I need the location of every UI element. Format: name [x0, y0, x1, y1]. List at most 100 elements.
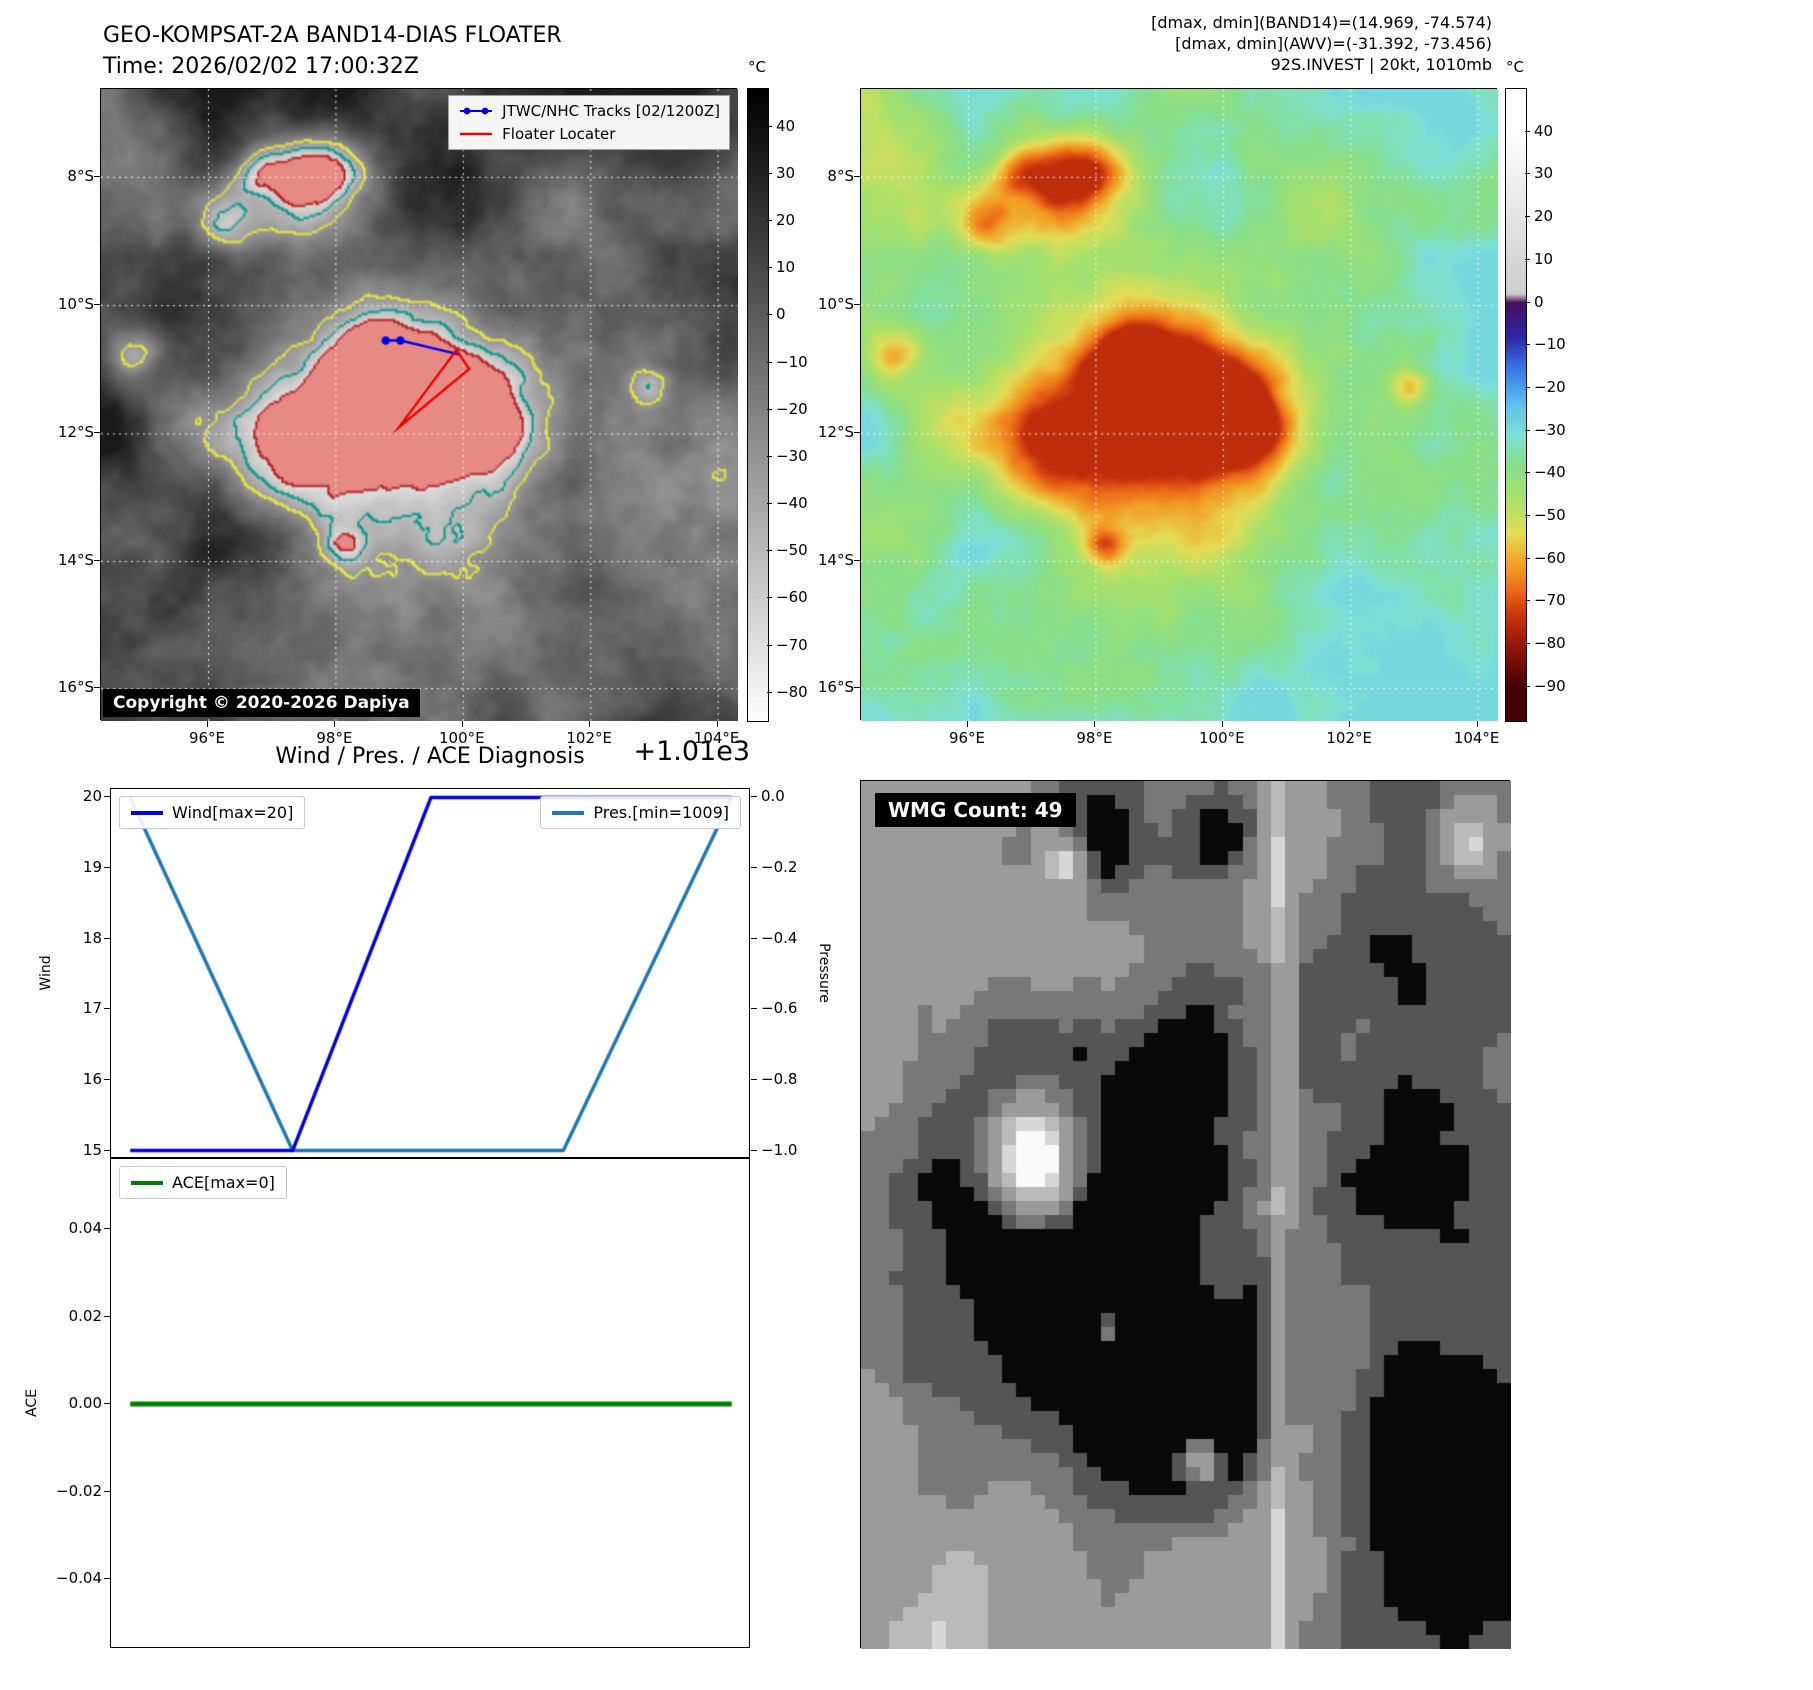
axis-tick	[94, 304, 100, 306]
colorbar-tick-label: 10	[776, 258, 796, 277]
axis-tick	[751, 937, 757, 939]
colorbar-tick	[767, 691, 772, 693]
lat-tick-label: 16°S	[57, 678, 94, 697]
colorbar-tick-label: −50	[776, 541, 808, 560]
colorbar-tick	[1525, 386, 1530, 388]
axis-tick	[967, 721, 969, 727]
colorbar-tick	[767, 267, 772, 269]
wind-tick-label: 20	[82, 787, 102, 806]
lon-tick-label: 102°E	[1326, 729, 1372, 747]
wind-tick-label: 15	[82, 1140, 102, 1159]
legend-label-floater: Floater Locater	[502, 125, 616, 143]
floater-line-icon	[460, 132, 493, 136]
ace-tick-label: 0.00	[68, 1394, 102, 1412]
axis-tick	[104, 1228, 110, 1229]
colorbar-tick-label: −60	[1534, 548, 1566, 567]
axis-tick	[104, 1403, 110, 1404]
axis-tick	[854, 432, 860, 434]
colorbar-tick	[767, 597, 772, 599]
legend-label-tracks: JTWC/NHC Tracks [02/1200Z]	[502, 102, 720, 120]
colorbar-tick	[1525, 130, 1530, 132]
colorbar-tick-label: 20	[776, 211, 796, 230]
ace-legend-label: ACE[max=0]	[172, 1173, 275, 1192]
axis-tick	[751, 1149, 757, 1151]
band14-map-panel: JTWC/NHC Tracks [02/1200Z] Floater Locat…	[100, 88, 738, 721]
colorbar-tick-label: −30	[776, 446, 808, 465]
axis-tick	[334, 721, 336, 727]
pressure-tick-label: −1.0	[761, 1140, 798, 1159]
axis-tick	[104, 937, 110, 939]
colorbar-tick	[767, 361, 772, 363]
axis-tick	[1476, 721, 1478, 727]
colorbar-tick-label: 40	[1534, 121, 1554, 140]
lat-tick-label: 8°S	[67, 166, 94, 185]
colorbar-tick-label: −70	[776, 635, 808, 654]
lon-tick-label: 100°E	[1199, 729, 1245, 747]
ace-tick-label: −0.04	[56, 1569, 102, 1587]
colorbar-tick	[767, 125, 772, 127]
wind-pressure-plot-area	[111, 789, 751, 1159]
ace-tick-label: 0.04	[68, 1219, 102, 1237]
colorbar-tick	[1525, 557, 1530, 559]
lon-tick-label: 104°E	[1453, 729, 1500, 747]
colorbar-tick	[1525, 173, 1530, 175]
lon-tick-label: 96°E	[188, 729, 226, 747]
ace-line-swatch	[131, 1180, 163, 1185]
pressure-offset-text: +1.01e3	[633, 736, 750, 767]
awv-colorbar	[1505, 88, 1527, 722]
axis-tick	[854, 687, 860, 689]
axis-tick	[854, 175, 860, 177]
axis-tick	[104, 796, 110, 798]
colorbar-tick-label: −10	[776, 352, 808, 371]
colorbar-tick	[1525, 643, 1530, 645]
wind-pressure-chart: Wind[max=20] Pres.[min=1009]	[110, 788, 751, 1159]
axis-tick	[1094, 721, 1096, 727]
ace-plot-area	[111, 1159, 751, 1649]
band14-title: GEO-KOMPSAT-2A BAND14-DIAS FLOATER	[103, 23, 562, 48]
colorbar-tick-label: −60	[776, 588, 808, 607]
lat-tick-label: 12°S	[57, 423, 94, 442]
colorbar-tick-label: −20	[1534, 377, 1566, 396]
band14-time: Time: 2026/02/02 17:00:32Z	[103, 54, 419, 79]
axis-tick	[589, 721, 591, 727]
colorbar-tick-label: −40	[1534, 463, 1566, 482]
axis-tick	[716, 721, 718, 727]
wind-tick-label: 17	[82, 999, 102, 1018]
pressure-tick-label: −0.8	[761, 1069, 798, 1088]
axis-tick	[854, 560, 860, 562]
colorbar-tick-label: 10	[1534, 249, 1554, 268]
axis-tick	[104, 1008, 110, 1010]
axis-tick	[94, 687, 100, 689]
lat-tick-label: 14°S	[57, 551, 94, 570]
colorbar-tick	[767, 314, 772, 316]
colorbar-tick-label: 30	[1534, 164, 1554, 183]
wind-tick-label: 16	[82, 1069, 102, 1088]
ace-legend: ACE[max=0]	[119, 1166, 287, 1199]
lat-tick-label: 10°S	[57, 295, 94, 314]
wmg-count-label: WMG Count: 49	[875, 793, 1076, 827]
wmg-panel: WMG Count: 49	[860, 780, 1511, 1649]
wmg-image	[861, 781, 1511, 1649]
pressure-legend: Pres.[min=1009]	[540, 796, 741, 829]
colorbar-tick-label: −80	[776, 682, 808, 701]
ace-tick-label: 0.02	[68, 1306, 102, 1325]
colorbar-tick-label: 0	[1534, 292, 1544, 311]
awv-header-line1: [dmax, dmin](BAND14)=(14.969, -74.574)	[1151, 13, 1492, 32]
awv-header-line2: [dmax, dmin](AWV)=(-31.392, -73.456)	[1175, 34, 1492, 53]
axis-tick	[104, 867, 110, 869]
axis-tick	[207, 721, 209, 727]
colorbar-tick	[1525, 685, 1530, 687]
colorbar-tick	[767, 503, 772, 505]
axis-tick	[104, 1315, 110, 1317]
axis-tick	[94, 175, 100, 177]
colorbar-tick-label: −70	[1534, 591, 1566, 610]
colorbar-tick-label: −40	[776, 494, 808, 513]
awv-header-line3: 92S.INVEST | 20kt, 1010mb	[1270, 55, 1492, 74]
colorbar-tick	[1525, 301, 1530, 303]
colorbar-tick-label: 0	[776, 305, 786, 324]
axis-tick	[854, 304, 860, 306]
band14-colorbar-unit: °C	[748, 58, 766, 76]
lat-tick-label: 14°S	[817, 551, 854, 570]
lat-tick-label: 16°S	[817, 678, 854, 697]
